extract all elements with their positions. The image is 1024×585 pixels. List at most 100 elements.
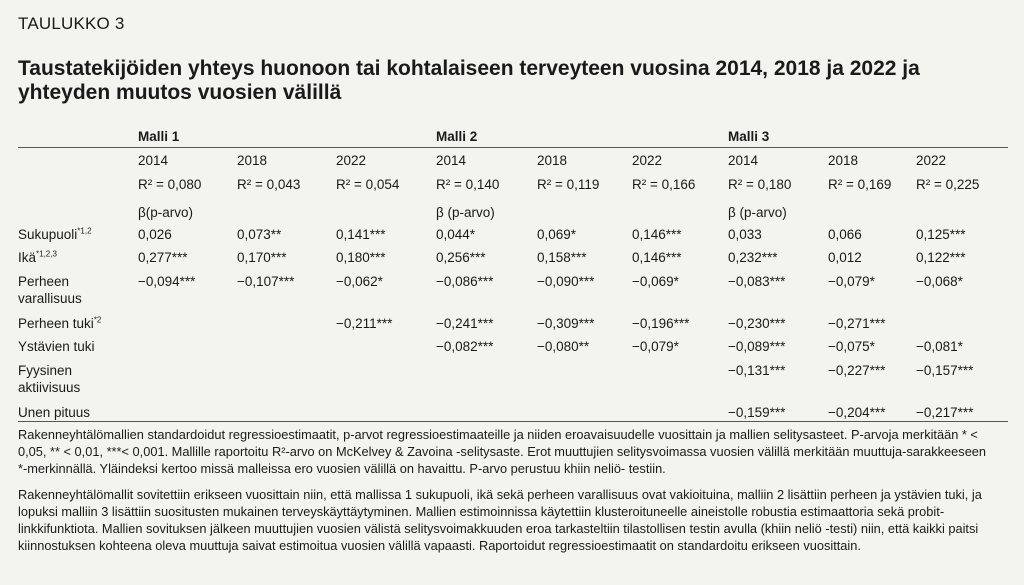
row-label-superscript: *1,2,3 <box>36 249 57 259</box>
table-bottom-rule <box>18 421 1008 422</box>
r2-cell: R² = 0,166 <box>632 177 696 192</box>
row-label-text: Perheen tuki <box>18 316 94 331</box>
table-cell: 0,033 <box>728 227 762 242</box>
model-2-header: Malli 2 <box>436 129 478 144</box>
year-cell: 2014 <box>138 153 169 168</box>
table-cell: −0,083*** <box>728 274 786 289</box>
table-cell: −0,079* <box>828 274 875 289</box>
table-cell: −0,230*** <box>728 316 786 331</box>
table-cell: −0,094*** <box>138 274 196 289</box>
table-cell: 0,141*** <box>336 227 386 242</box>
table-number: TAULUKKO 3 <box>18 14 125 33</box>
table-cell: 0,277*** <box>138 250 188 265</box>
table-row: Ikä*1,2,3 0,277*** 0,170*** 0,180*** 0,256**… <box>18 249 1008 273</box>
table-row: Perheen varallisuus −0,094*** −0,107*** −0,… <box>18 273 1008 306</box>
beta-label: β (p-arvo) <box>728 205 787 220</box>
row-label: Perheen varallisuus <box>18 273 128 307</box>
r2-cell: R² = 0,080 <box>138 177 202 192</box>
table-row: Sukupuoli*1,2 0,026 0,073** 0,141*** 0,044* 0… <box>18 226 1008 250</box>
row-label: Unen pituus <box>18 404 128 421</box>
r2-cell: R² = 0,119 <box>537 177 600 192</box>
table-figure: TAULUKKO 3 Taustatekijöiden yhteys huono… <box>18 0 1008 585</box>
row-label-text: Ystävien tuki <box>18 339 95 354</box>
table-note-1: Rakenneyhtälömallien standardoidut regre… <box>18 427 987 476</box>
table-cell: −0,062* <box>336 274 383 289</box>
table-cell: −0,107*** <box>237 274 295 289</box>
table-cell: 0,158*** <box>537 250 587 265</box>
table-cell: −0,204*** <box>828 405 886 420</box>
table-cell: 0,122*** <box>916 250 966 265</box>
year-cell: 2022 <box>336 153 367 168</box>
model-3-header: Malli 3 <box>728 129 770 144</box>
table-cell: −0,217*** <box>916 405 974 420</box>
r2-cell: R² = 0,169 <box>828 177 892 192</box>
table-cell: −0,157*** <box>916 363 974 378</box>
r2-cell: R² = 0,180 <box>728 177 792 192</box>
table-row: Perheen tuki*2 −0,211*** −0,241*** −0,309**… <box>18 315 1008 339</box>
row-label-text: Ikä <box>18 250 37 265</box>
table-cell: 0,066 <box>828 227 862 242</box>
r2-cell: R² = 0,054 <box>336 177 400 192</box>
row-label: Sukupuoli*1,2 <box>18 226 128 243</box>
table-row: Fyysinen aktiivisuus −0,131*** −0,227*** −0… <box>18 362 1008 395</box>
model-1-header: Malli 1 <box>138 129 180 144</box>
year-cell: 2014 <box>728 153 759 168</box>
table-cell: 0,232*** <box>728 250 778 265</box>
r2-cell: R² = 0,225 <box>916 177 980 192</box>
row-label: Ystävien tuki <box>18 338 128 355</box>
table-cell: 0,069* <box>537 227 577 242</box>
table-cell: −0,089*** <box>728 339 786 354</box>
table-title: Taustatekijöiden yhteys huonoon tai koht… <box>18 57 920 104</box>
year-row: 2014 2018 2022 2014 2018 2022 2014 2018 … <box>18 152 1008 176</box>
table-cell: 0,125*** <box>916 227 966 242</box>
year-cell: 2014 <box>436 153 467 168</box>
year-cell: 2022 <box>632 153 663 168</box>
row-label: Ikä*1,2,3 <box>18 249 128 266</box>
year-cell: 2018 <box>828 153 859 168</box>
table-cell: −0,271*** <box>828 316 886 331</box>
year-cell: 2018 <box>237 153 268 168</box>
table-cell: 0,256*** <box>436 250 486 265</box>
table-row: Unen pituus −0,159*** −0,204*** −0,217*** <box>18 404 1008 428</box>
table-note-2: Rakenneyhtälömallit sovitettiin erikseen… <box>18 487 982 553</box>
row-label: Perheen tuki*2 <box>18 315 128 332</box>
table-cell: 0,180*** <box>336 250 386 265</box>
table-cell: 0,073** <box>237 227 282 242</box>
table-cell: −0,068* <box>916 274 963 289</box>
beta-label: β (p-arvo) <box>436 205 495 220</box>
table-cell: −0,241*** <box>436 316 494 331</box>
table-cell: −0,196*** <box>632 316 690 331</box>
table-cell: −0,082*** <box>436 339 494 354</box>
row-label-superscript: *2 <box>93 315 102 325</box>
table-cell: −0,131*** <box>728 363 786 378</box>
table-row: Ystävien tuki −0,082*** −0,080** −0,079* −0,… <box>18 338 1008 362</box>
table-cell: −0,309*** <box>537 316 595 331</box>
row-label-text: Unen pituus <box>18 405 91 420</box>
header-rule <box>18 147 1008 148</box>
table-cell: −0,211*** <box>336 316 393 331</box>
table-cell: 0,026 <box>138 227 172 242</box>
row-label-text: Perheen varallisuus <box>18 274 82 306</box>
table-cell: −0,080** <box>537 339 590 354</box>
table-cell: −0,081* <box>916 339 963 354</box>
beta-row: β(p-arvo) β (p-arvo) β (p-arvo) <box>18 204 1008 228</box>
table-cell: 0,146*** <box>632 250 682 265</box>
table-cell: −0,159*** <box>728 405 786 420</box>
table-cell: −0,086*** <box>436 274 494 289</box>
r2-cell: R² = 0,043 <box>237 177 301 192</box>
row-label-superscript: *1,2 <box>77 226 92 236</box>
r2-row: R² = 0,080 R² = 0,043 R² = 0,054 R² = 0,… <box>18 176 1008 200</box>
table-cell: 0,170*** <box>237 250 287 265</box>
table-cell: −0,079* <box>632 339 679 354</box>
year-cell: 2018 <box>537 153 568 168</box>
table-cell: 0,146*** <box>632 227 682 242</box>
table-cell: −0,090*** <box>537 274 595 289</box>
table-cell: −0,227*** <box>828 363 886 378</box>
table-cell: 0,012 <box>828 250 862 265</box>
row-label-text: Fyysinen aktiivisuus <box>18 363 81 395</box>
year-cell: 2022 <box>916 153 947 168</box>
table-cell: −0,069* <box>632 274 679 289</box>
table-cell: 0,044* <box>436 227 476 242</box>
table-cell: −0,075* <box>828 339 875 354</box>
row-label-text: Sukupuoli <box>18 227 78 242</box>
